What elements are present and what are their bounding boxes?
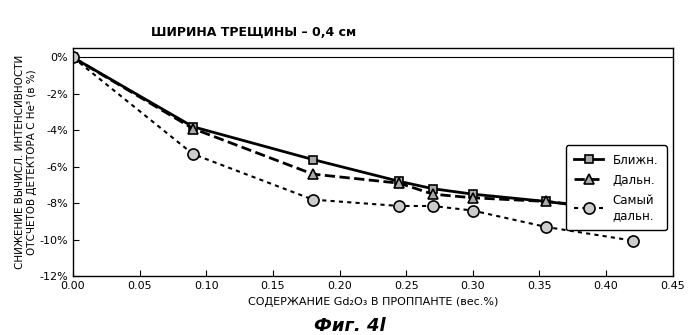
Line: Самый
дальн.: Самый дальн. [67,52,638,246]
Самый
дальн. [69,56,77,60]
Line: Ближн.: Ближн. [69,53,637,216]
Самый
дальн. [629,239,637,243]
Дальн. [428,192,437,196]
Ближн. [468,192,477,196]
Дальн. [309,172,317,176]
Самый
дальн. [428,204,437,208]
Самый
дальн. [542,225,550,229]
Самый
дальн. [309,198,317,202]
X-axis label: СОДЕРЖАНИЕ Gd₂O₃ В ПРОППАНТЕ (вес.%): СОДЕРЖАНИЕ Gd₂O₃ В ПРОППАНТЕ (вес.%) [248,296,498,307]
Самый
дальн. [468,209,477,213]
Ближн. [189,125,197,129]
Line: Дальн.: Дальн. [68,53,638,215]
Дальн. [468,196,477,200]
Ближн. [309,157,317,161]
Text: ШИРИНА ТРЕЩИНЫ – 0,4 см: ШИРИНА ТРЕЩИНЫ – 0,4 см [151,26,356,39]
Legend: Ближн., Дальн., Самый
дальн.: Ближн., Дальн., Самый дальн. [566,145,666,230]
Дальн. [629,209,637,213]
Y-axis label: СНИЖЕНИЕ ВЫЧИСЛ. ИНТЕНСИВНОСТИ
ОТСЧЕТОВ ДЕТЕКТОРА С He³ (в %): СНИЖЕНИЕ ВЫЧИСЛ. ИНТЕНСИВНОСТИ ОТСЧЕТОВ … [15,55,36,269]
Ближн. [69,56,77,60]
Ближн. [542,199,550,203]
Дальн. [542,199,550,203]
Дальн. [69,56,77,60]
Ближн. [629,210,637,214]
Ближн. [395,179,404,183]
Ближн. [428,187,437,191]
Самый
дальн. [189,152,197,156]
Text: Фиг. 4l: Фиг. 4l [314,317,386,335]
Самый
дальн. [395,204,404,208]
Дальн. [395,181,404,185]
Дальн. [189,127,197,131]
